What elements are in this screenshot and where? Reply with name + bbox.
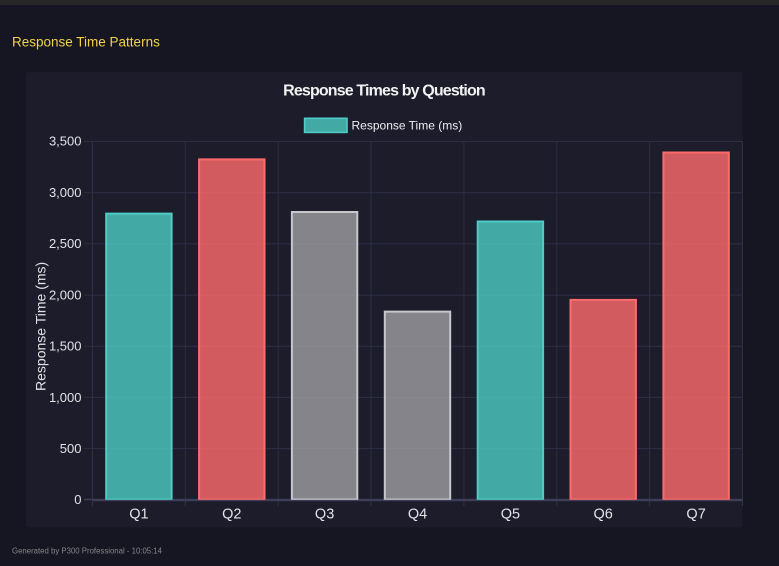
svg-text:500: 500: [60, 441, 82, 456]
svg-text:Q3: Q3: [315, 507, 334, 523]
svg-text:Response Time (ms): Response Time (ms): [352, 119, 463, 133]
svg-text:Q7: Q7: [686, 507, 705, 523]
svg-text:Response Time (ms): Response Time (ms): [32, 262, 48, 391]
svg-text:Response Time Patterns: Response Time Patterns: [12, 34, 160, 49]
svg-text:0: 0: [74, 492, 81, 507]
svg-text:Q4: Q4: [408, 507, 427, 523]
svg-text:Q5: Q5: [501, 507, 520, 523]
svg-text:1,500: 1,500: [49, 339, 82, 354]
svg-text:Q1: Q1: [129, 507, 148, 523]
svg-text:2,000: 2,000: [49, 287, 82, 302]
svg-text:Response Times by Question: Response Times by Question: [283, 83, 485, 100]
svg-text:Q2: Q2: [222, 507, 241, 523]
svg-text:2,500: 2,500: [49, 236, 82, 251]
svg-text:3,000: 3,000: [49, 185, 82, 200]
svg-text:3,500: 3,500: [49, 134, 82, 149]
svg-text:Generated by P300 Professional: Generated by P300 Professional - 10:05:1…: [12, 546, 163, 555]
svg-text:Q6: Q6: [594, 507, 613, 523]
svg-text:1,000: 1,000: [49, 390, 82, 405]
